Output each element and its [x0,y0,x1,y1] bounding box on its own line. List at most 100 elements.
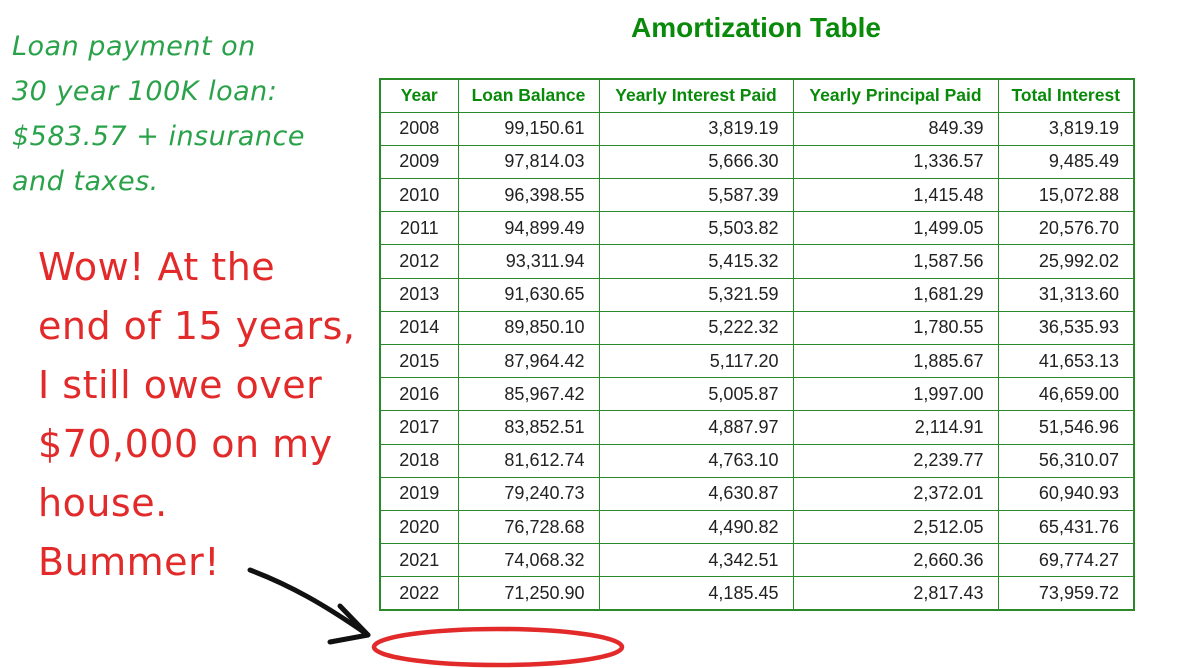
year-cell: 2016 [379,377,459,412]
total-interest-cell: 9,485.49 [997,144,1135,180]
yearly-principal-cell: 2,372.01 [792,476,999,511]
loan-balance-cell: 97,814.03 [457,144,600,180]
yearly-interest-cell: 5,666.30 [598,144,794,180]
column-header-yearly-interest-paid: Yearly Interest Paid [598,78,794,113]
yearly-principal-cell: 1,587.56 [792,244,999,279]
table-row: 2013 91,630.65 5,321.59 1,681.29 31,313.60 [379,277,1135,312]
amortization-table: Year Loan Balance Yearly Interest Paid Y… [379,78,1135,611]
column-header-year: Year [379,78,459,113]
yearly-interest-cell: 3,819.19 [598,111,794,146]
yearly-principal-cell: 1,336.57 [792,144,999,180]
year-cell: 2022 [379,576,459,611]
table-row: 2016 85,967.42 5,005.87 1,997.00 46,659.00 [379,377,1135,412]
loan-balance-cell: 87,964.42 [457,343,600,379]
year-cell: 2009 [379,144,459,180]
highlight-circle [371,626,625,668]
yearly-interest-cell: 4,342.51 [598,543,794,578]
table-row: 2012 93,311.94 5,415.32 1,587.56 25,992.02 [379,244,1135,279]
loan-balance-cell: 85,967.42 [457,377,600,412]
column-header-loan-balance: Loan Balance [457,78,600,113]
table-row: 2022 71,250.90 4,185.45 2,817.43 73,959.72 [379,576,1135,611]
table-body: 2008 99,150.61 3,819.19 849.39 3,819.19 2009 9… [379,111,1135,611]
year-cell: 2014 [379,310,459,346]
table-row: 2018 81,612.74 4,763.10 2,239.77 56,310.07 [379,443,1135,478]
yearly-principal-cell: 1,997.00 [792,377,999,412]
yearly-interest-cell: 4,185.45 [598,576,794,611]
yearly-principal-cell: 1,499.05 [792,211,999,246]
loan-balance-cell: 99,150.61 [457,111,600,146]
table-row: 2021 74,068.32 4,342.51 2,660.36 69,774.27 [379,543,1135,578]
yearly-principal-cell: 2,817.43 [792,576,999,611]
column-header-yearly-principal-paid: Yearly Principal Paid [792,78,999,113]
yearly-principal-cell: 1,780.55 [792,310,999,346]
total-interest-cell: 69,774.27 [997,543,1135,578]
yearly-interest-cell: 5,117.20 [598,343,794,379]
year-cell: 2013 [379,277,459,312]
total-interest-cell: 51,546.96 [997,410,1135,445]
year-cell: 2011 [379,211,459,246]
loan-balance-cell: 71,250.90 [457,576,600,611]
yearly-principal-cell: 1,681.29 [792,277,999,312]
loan-balance-cell: 96,398.55 [457,178,600,213]
yearly-interest-cell: 4,630.87 [598,476,794,511]
table-row: 2015 87,964.42 5,117.20 1,885.67 41,653.13 [379,343,1135,379]
yearly-principal-cell: 2,512.05 [792,509,999,545]
total-interest-cell: 31,313.60 [997,277,1135,312]
table-row: 2010 96,398.55 5,587.39 1,415.48 15,072.88 [379,178,1135,213]
year-cell: 2012 [379,244,459,279]
loan-balance-cell: 74,068.32 [457,543,600,578]
yearly-interest-cell: 5,222.32 [598,310,794,346]
year-cell: 2015 [379,343,459,379]
table-row: 2017 83,852.51 4,887.97 2,114.91 51,546.96 [379,410,1135,445]
loan-balance-cell: 94,899.49 [457,211,600,246]
amortization-table-container: Year Loan Balance Yearly Interest Paid Y… [379,78,1135,611]
year-cell: 2017 [379,410,459,445]
loan-balance-cell: 76,728.68 [457,509,600,545]
yearly-principal-cell: 2,114.91 [792,410,999,445]
year-cell: 2019 [379,476,459,511]
total-interest-cell: 60,940.93 [997,476,1135,511]
total-interest-cell: 15,072.88 [997,178,1135,213]
arrow-head-icon [327,603,371,645]
total-interest-cell: 36,535.93 [997,310,1135,346]
yearly-interest-cell: 4,490.82 [598,509,794,545]
table-row: 2011 94,899.49 5,503.82 1,499.05 20,576.70 [379,211,1135,246]
yearly-interest-cell: 5,415.32 [598,244,794,279]
year-cell: 2018 [379,443,459,478]
total-interest-cell: 56,310.07 [997,443,1135,478]
loan-balance-cell: 81,612.74 [457,443,600,478]
handwritten-payment-note: Loan payment on 30 year 100K loan: $583.… [12,31,305,197]
yearly-interest-cell: 5,587.39 [598,178,794,213]
total-interest-cell: 41,653.13 [997,343,1135,379]
year-cell: 2010 [379,178,459,213]
yearly-principal-cell: 2,660.36 [792,543,999,578]
year-cell: 2020 [379,509,459,545]
total-interest-cell: 3,819.19 [997,111,1135,146]
total-interest-cell: 46,659.00 [997,377,1135,412]
total-interest-cell: 65,431.76 [997,509,1135,545]
table-row: 2020 76,728.68 4,490.82 2,512.05 65,431.76 [379,509,1135,545]
table-row: 2009 97,814.03 5,666.30 1,336.57 9,485.49 [379,144,1135,180]
table-row: 2008 99,150.61 3,819.19 849.39 3,819.19 [379,111,1135,146]
table-row: 2014 89,850.10 5,222.32 1,780.55 36,535.93 [379,310,1135,346]
table-row: 2019 79,240.73 4,630.87 2,372.01 60,940.93 [379,476,1135,511]
yearly-principal-cell: 849.39 [792,111,999,146]
total-interest-cell: 73,959.72 [997,576,1135,611]
loan-balance-cell: 93,311.94 [457,244,600,279]
table-header-row: Year Loan Balance Yearly Interest Paid Y… [379,78,1135,113]
yearly-interest-cell: 4,763.10 [598,443,794,478]
year-cell: 2008 [379,111,459,146]
yearly-principal-cell: 2,239.77 [792,443,999,478]
loan-balance-cell: 89,850.10 [457,310,600,346]
year-cell: 2021 [379,543,459,578]
column-header-total-interest: Total Interest [997,78,1135,113]
loan-balance-cell: 79,240.73 [457,476,600,511]
yearly-interest-cell: 5,321.59 [598,277,794,312]
yearly-interest-cell: 5,503.82 [598,211,794,246]
total-interest-cell: 25,992.02 [997,244,1135,279]
handwritten-reaction-note: Wow! At the end of 15 years, I still owe… [38,245,356,584]
total-interest-cell: 20,576.70 [997,211,1135,246]
yearly-interest-cell: 4,887.97 [598,410,794,445]
loan-balance-cell: 83,852.51 [457,410,600,445]
loan-balance-cell: 91,630.65 [457,277,600,312]
